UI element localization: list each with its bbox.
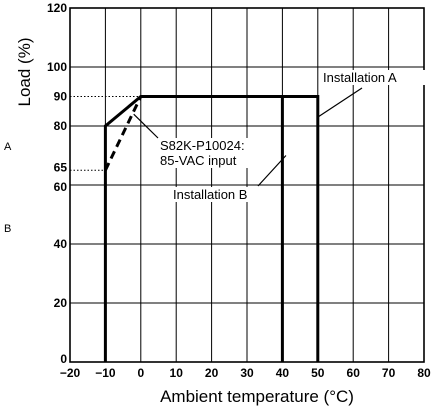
x-tick-label: 40 [276,366,290,380]
x-tick-label: 0 [137,366,144,380]
y-tick-label: 60 [54,180,68,194]
annotation-background [321,70,426,85]
x-tick-label: 80 [417,366,431,380]
y-tick-label: 100 [47,60,67,74]
side-label-a: A [4,141,12,153]
annotation-text: S82K-P10024: [160,138,245,153]
plot-frame [69,7,425,363]
annotation-text: 85-VAC input [160,153,237,168]
annotation-leader-line [317,87,363,118]
annotation-background [171,187,276,202]
annotation-leader-line [257,155,287,187]
y-tick-label: 40 [54,237,68,251]
annotation-background [158,138,249,153]
annotation-leader-line [133,113,159,139]
y-tick-label: 120 [47,1,67,15]
x-tick-label: 70 [382,366,396,380]
x-tick-label: 20 [205,366,219,380]
series-lines [103,95,320,362]
y-tick-label: 20 [54,296,68,310]
y-tick-label: 0 [60,352,67,366]
y-tick-label: 80 [54,119,68,133]
annotation-text: Installation B [173,187,247,202]
series-line [104,95,143,171]
x-tick-label: 50 [311,366,325,380]
y-tick-label: 65 [54,160,68,174]
annotations: Installation A Installation B S82K-P10024:… [133,70,426,202]
grid-lines [70,8,424,362]
x-tick-label: 60 [347,366,361,380]
x-tick-label: 10 [170,366,184,380]
x-tick-label: −20 [60,366,81,380]
reference-lines [70,96,141,171]
y-axis-title: Load (%) [15,38,34,107]
tick-labels: −20 −10 0 10 20 30 40 50 60 70 80 0 20 40 60 65 80 90 100 1… [47,1,431,380]
side-label-b: B [4,223,11,235]
x-tick-label: 30 [240,366,254,380]
x-axis-title: Ambient temperature (°C) [160,387,354,406]
x-tick-label: −10 [95,366,116,380]
annotation-text: Installation A [323,70,397,85]
y-tick-label: 90 [54,90,68,104]
annotation-background [158,153,249,168]
